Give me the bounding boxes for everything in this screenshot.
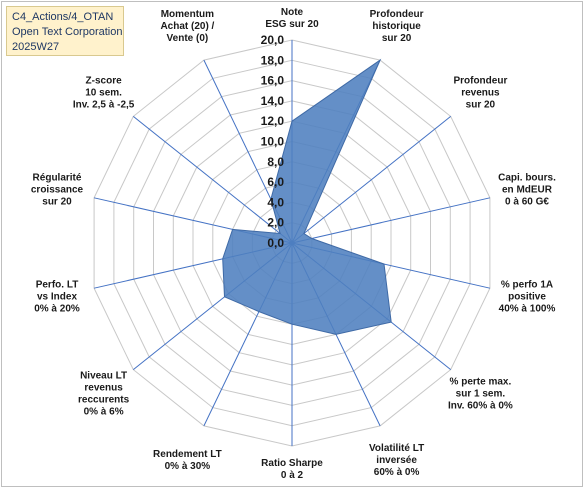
axis-label-line: sur 20 xyxy=(466,100,496,111)
axis-label-line: Note xyxy=(281,7,304,18)
axis-label-line: inversée xyxy=(376,455,417,466)
axis-label-line: revenus xyxy=(461,88,500,99)
axis-label-line: sur 1 sem. xyxy=(456,388,506,399)
axis-label-line: Vente (0) xyxy=(167,33,209,44)
axis-label-11: Régularité croissance sur 20 xyxy=(31,172,84,207)
axis-label-line: 0% à 30% xyxy=(165,461,211,472)
axis-label-line: positive xyxy=(508,292,546,303)
title-line-company: Open Text Corporation xyxy=(12,26,123,38)
axis-label-0: Note ESG sur 20 xyxy=(265,7,319,30)
axis-label-line: % perfo 1A xyxy=(501,280,553,291)
tick-label: 10,0 xyxy=(261,135,285,149)
axis-label-line: Profondeur xyxy=(370,9,424,20)
title-line-category: C4_Actions/4_OTAN xyxy=(12,11,114,23)
axis-label-line: historique xyxy=(372,21,421,32)
axis-label-line: reccurents xyxy=(78,394,130,405)
axis-label-line: Perfo. LT xyxy=(36,280,79,291)
axis-label-line: Niveau LT xyxy=(80,370,127,381)
tick-label: 0,0 xyxy=(267,236,284,250)
axis-label-line: Profondeur xyxy=(453,76,507,87)
axis-label-line: sur 20 xyxy=(382,33,412,44)
axis-label-line: sur 20 xyxy=(42,196,72,207)
axis-label-5: % perte max. sur 1 sem. Inv. 60% à 0% xyxy=(448,376,513,411)
axis-label-line: Inv. 2,5 à -2,5 xyxy=(73,100,135,111)
axis-label-line: 0 à 2 xyxy=(281,470,304,481)
axis-label-line: Momentum xyxy=(161,9,214,20)
axis-spoke-12 xyxy=(132,116,293,244)
axis-label-1: Profondeur historique sur 20 xyxy=(370,9,424,44)
axis-label-2: Profondeur revenus sur 20 xyxy=(453,76,507,111)
axis-label-8: Rendement LT 0% à 30% xyxy=(153,449,222,472)
axis-label-line: Capi. bours. xyxy=(498,172,556,183)
axis-label-line: Z-score xyxy=(86,76,123,87)
axis-label-line: Achat (20) / xyxy=(160,21,214,32)
axis-label-7: Ratio Sharpe 0 à 2 xyxy=(261,458,323,481)
tick-label: 16,0 xyxy=(261,74,285,88)
axis-label-line: 60% à 0% xyxy=(374,467,420,478)
axis-spoke-2 xyxy=(291,116,452,244)
axis-label-line: ESG sur 20 xyxy=(265,19,319,30)
axis-label-line: Rendement LT xyxy=(153,449,222,460)
axis-label-line: 0% à 20% xyxy=(34,304,80,315)
axis-label-6: Volatilité LT inversée 60% à 0% xyxy=(369,443,424,478)
axis-label-line: % perte max. xyxy=(450,376,512,387)
axis-label-line: revenus xyxy=(84,382,123,393)
chart-title-box: C4_Actions/4_OTAN Open Text Corporation … xyxy=(6,6,124,56)
axis-label-line: Ratio Sharpe xyxy=(261,458,323,469)
axis-label-line: Régularité xyxy=(33,172,82,183)
axis-label-line: vs Index xyxy=(37,292,77,303)
tick-label: 18,0 xyxy=(261,53,285,67)
axis-label-line: Inv. 60% à 0% xyxy=(448,400,513,411)
axis-label-line: Volatilité LT xyxy=(369,443,424,454)
axis-label-13: Momentum Achat (20) / Vente (0) xyxy=(160,9,214,44)
axis-label-4: % perfo 1A positive 40% à 100% xyxy=(499,280,556,315)
axis-label-10: Perfo. LT vs Index 0% à 20% xyxy=(34,280,80,315)
axis-label-line: croissance xyxy=(31,184,84,195)
axis-label-line: 40% à 100% xyxy=(499,304,556,315)
tick-label: 20,0 xyxy=(261,33,285,47)
tick-label: 4,0 xyxy=(267,195,284,209)
axis-label-line: 10 sem. xyxy=(85,88,122,99)
tick-label: 14,0 xyxy=(261,94,285,108)
axis-label-line: 0 à 60 G€ xyxy=(505,196,549,207)
tick-label: 8,0 xyxy=(267,155,284,169)
axis-label-3: Capi. bours. en MdEUR 0 à 60 G€ xyxy=(498,172,556,207)
axis-label-line: en MdEUR xyxy=(502,184,553,195)
axis-label-12: Z-score 10 sem. Inv. 2,5 à -2,5 xyxy=(73,76,135,111)
data-series-area xyxy=(222,58,392,335)
axis-label-line: 0% à 6% xyxy=(84,406,124,417)
axis-label-9: Niveau LT revenus reccurents 0% à 6% xyxy=(78,370,130,417)
tick-label: 2,0 xyxy=(267,216,284,230)
tick-label: 6,0 xyxy=(267,175,284,189)
radar-tick-labels: 0,0 2,0 4,0 6,0 8,0 10,0 12,0 14,0 16,0 18,0 20,0 xyxy=(261,33,285,250)
tick-label: 12,0 xyxy=(261,114,285,128)
title-line-week: 2025W27 xyxy=(12,41,60,53)
radar-data xyxy=(222,58,392,335)
axis-spoke-3 xyxy=(291,197,491,244)
